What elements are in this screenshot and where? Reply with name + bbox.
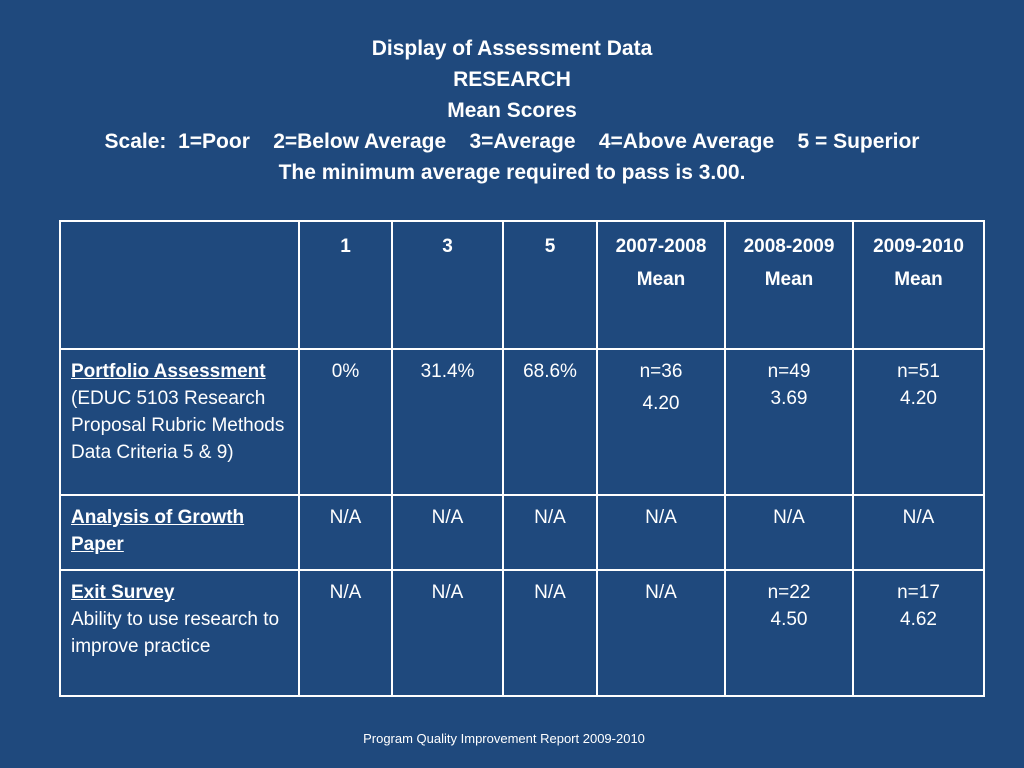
cell-value: N/A [534,507,566,528]
table-row-exit-survey: Exit Survey Ability to use research to i… [59,569,985,697]
row-title: Exit Survey [71,582,175,603]
cell-mean: 4.62 [900,609,937,630]
table-row-portfolio-assessment: Portfolio Assessment (EDUC 5103 Research… [59,348,985,496]
cell-score-3: 31.4% [391,348,504,496]
pass-requirement: The minimum average required to pass is … [278,161,746,184]
cell-value: N/A [329,582,362,603]
cell-2009-2010: n=17 4.62 [852,569,985,697]
cell-value: N/A [534,582,566,603]
cell-2009-2010: N/A [852,494,985,571]
slide-subtitle: Mean Scores [447,99,577,122]
cell-mean: 4.20 [900,388,937,409]
header-cell-2008-2009: 2008-2009 Mean [724,220,854,350]
cell-mean: 4.20 [642,393,680,414]
cell-n: N/A [645,507,677,528]
cell-score-5: N/A [502,494,598,571]
header-label: 1 [340,236,351,257]
header-cell-score-5: 5 [502,220,598,350]
header-mean: Mean [894,269,943,290]
table-row-analysis-of-growth-paper: Analysis of Growth Paper N/A N/A N/A N/A… [59,494,985,571]
header-year: 2007-2008 [615,236,707,257]
row-label-cell: Analysis of Growth Paper [59,494,300,571]
cell-score-1: N/A [298,569,393,697]
cell-n: N/A [645,582,677,603]
slide-title-block: Display of Assessment Data RESEARCH Mean… [0,33,1024,188]
slide-title: Display of Assessment Data [371,37,653,60]
cell-n: n=17 [897,582,940,603]
assessment-table: 1 3 5 2007-2008 Mean 2008-2009 Mean 2009… [59,220,985,697]
cell-score-5: N/A [502,569,598,697]
cell-value: 31.4% [420,361,475,382]
cell-2007-2008: N/A [596,569,726,697]
cell-mean: 4.50 [770,609,808,630]
table-header-row: 1 3 5 2007-2008 Mean 2008-2009 Mean 2009… [59,220,985,350]
row-label-cell: Exit Survey Ability to use research to i… [59,569,300,697]
cell-score-1: N/A [298,494,393,571]
cell-score-3: N/A [391,494,504,571]
cell-value: N/A [431,507,464,528]
cell-2009-2010: n=51 4.20 [852,348,985,496]
cell-n: N/A [773,507,805,528]
header-cell-score-1: 1 [298,220,393,350]
cell-2007-2008: n=36 4.20 [596,348,726,496]
row-description: (EDUC 5103 Research Proposal Rubric Meth… [71,388,285,463]
header-cell-2009-2010: 2009-2010 Mean [852,220,985,350]
cell-value: 68.6% [523,361,577,382]
cell-n: n=49 [767,361,811,382]
row-description: Ability to use research to improve pract… [71,609,280,657]
footer-note: Program Quality Improvement Report 2009-… [363,731,645,746]
slide-subject: RESEARCH [453,68,571,91]
cell-mean: 3.69 [770,388,808,409]
header-mean: Mean [636,269,686,290]
scale-legend: Scale: 1=Poor 2=Below Average 3=Average … [104,130,920,153]
cell-n: n=36 [639,361,683,382]
header-year: 2009-2010 [873,236,964,257]
header-label: 5 [544,236,556,257]
cell-n: n=51 [897,361,940,382]
header-cell-score-3: 3 [391,220,504,350]
row-label-cell: Portfolio Assessment (EDUC 5103 Research… [59,348,300,496]
header-cell-2007-2008: 2007-2008 Mean [596,220,726,350]
header-cell-empty [59,220,300,350]
cell-2008-2009: N/A [724,494,854,571]
cell-n: N/A [902,507,935,528]
header-label: 3 [442,236,453,257]
row-title: Analysis of Growth Paper [71,507,245,555]
cell-value: 0% [331,361,360,382]
cell-n: n=22 [767,582,811,603]
cell-2008-2009: n=49 3.69 [724,348,854,496]
cell-value: N/A [329,507,362,528]
cell-score-3: N/A [391,569,504,697]
cell-score-5: 68.6% [502,348,598,496]
cell-2007-2008: N/A [596,494,726,571]
header-mean: Mean [764,269,814,290]
row-title: Portfolio Assessment [71,361,266,382]
cell-2008-2009: n=22 4.50 [724,569,854,697]
cell-value: N/A [431,582,464,603]
cell-score-1: 0% [298,348,393,496]
header-year: 2008-2009 [743,236,835,257]
